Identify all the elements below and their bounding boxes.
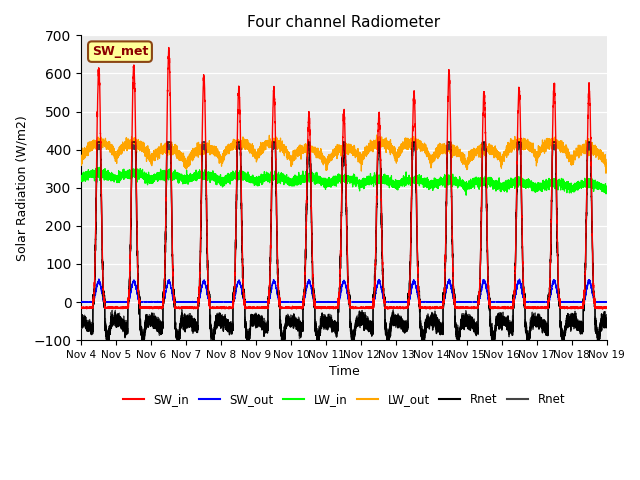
Rnet [461, 312, 469, 317]
Line: SW_out: SW_out [81, 279, 607, 302]
SW_out [574, 299, 582, 304]
Rnet [326, 321, 334, 326]
LW_in [581, 175, 589, 181]
Rnet [580, 286, 588, 292]
SW_out [256, 299, 264, 305]
Legend: SW_in, SW_out, LW_in, LW_out, Rnet, Rnet: SW_in, SW_out, LW_in, LW_out, Rnet, Rnet [118, 388, 570, 410]
SW_out [95, 276, 102, 282]
X-axis label: Time: Time [328, 365, 359, 378]
SW_in [598, 306, 606, 312]
LW_out [602, 170, 610, 176]
LW_in [574, 187, 582, 193]
Text: SW_met: SW_met [92, 45, 148, 58]
LW_in [462, 192, 470, 198]
SW_out [77, 299, 85, 305]
Rnet [476, 266, 484, 272]
SW_out [581, 296, 589, 302]
SW_in [165, 45, 173, 50]
SW_out [603, 299, 611, 305]
Rnet [93, 139, 101, 145]
LW_out [461, 162, 469, 168]
LW_out [256, 153, 264, 159]
SW_out [461, 299, 469, 305]
LW_out [77, 161, 85, 167]
Rnet [461, 319, 469, 325]
SW_in [580, 291, 588, 297]
LW_out [580, 146, 588, 152]
SW_in [461, 305, 469, 311]
SW_out [476, 293, 484, 299]
LW_out [372, 132, 380, 138]
SW_out [77, 299, 85, 305]
LW_in [476, 183, 484, 189]
SW_in [77, 305, 85, 311]
Line: SW_in: SW_in [81, 48, 607, 309]
Line: LW_out: LW_out [81, 135, 607, 173]
Line: Rnet: Rnet [81, 142, 607, 340]
Rnet [581, 288, 589, 293]
Rnet [603, 318, 611, 324]
SW_in [326, 305, 334, 311]
Rnet [574, 325, 582, 331]
Rnet [326, 320, 334, 325]
Line: Rnet: Rnet [81, 142, 607, 340]
LW_out [476, 142, 484, 148]
Rnet [476, 274, 484, 280]
Line: LW_in: LW_in [81, 168, 607, 195]
Rnet [603, 316, 611, 322]
LW_out [574, 150, 582, 156]
LW_in [77, 175, 85, 181]
Rnet [77, 322, 85, 328]
Rnet [103, 337, 111, 343]
SW_in [603, 305, 611, 311]
LW_out [326, 157, 333, 163]
LW_in [603, 190, 611, 195]
Y-axis label: Solar Radiation (W/m2): Solar Radiation (W/m2) [15, 115, 28, 261]
SW_in [256, 305, 264, 311]
LW_in [326, 179, 334, 185]
Rnet [586, 139, 594, 145]
Title: Four channel Radiometer: Four channel Radiometer [248, 15, 440, 30]
Rnet [574, 321, 582, 326]
Rnet [256, 315, 264, 321]
Rnet [77, 320, 85, 326]
LW_in [256, 177, 264, 182]
LW_in [461, 185, 469, 191]
LW_out [603, 164, 611, 170]
SW_out [326, 299, 334, 305]
Rnet [256, 316, 264, 322]
SW_in [476, 269, 484, 275]
Rnet [105, 337, 113, 343]
SW_in [574, 305, 582, 311]
LW_in [95, 165, 103, 170]
